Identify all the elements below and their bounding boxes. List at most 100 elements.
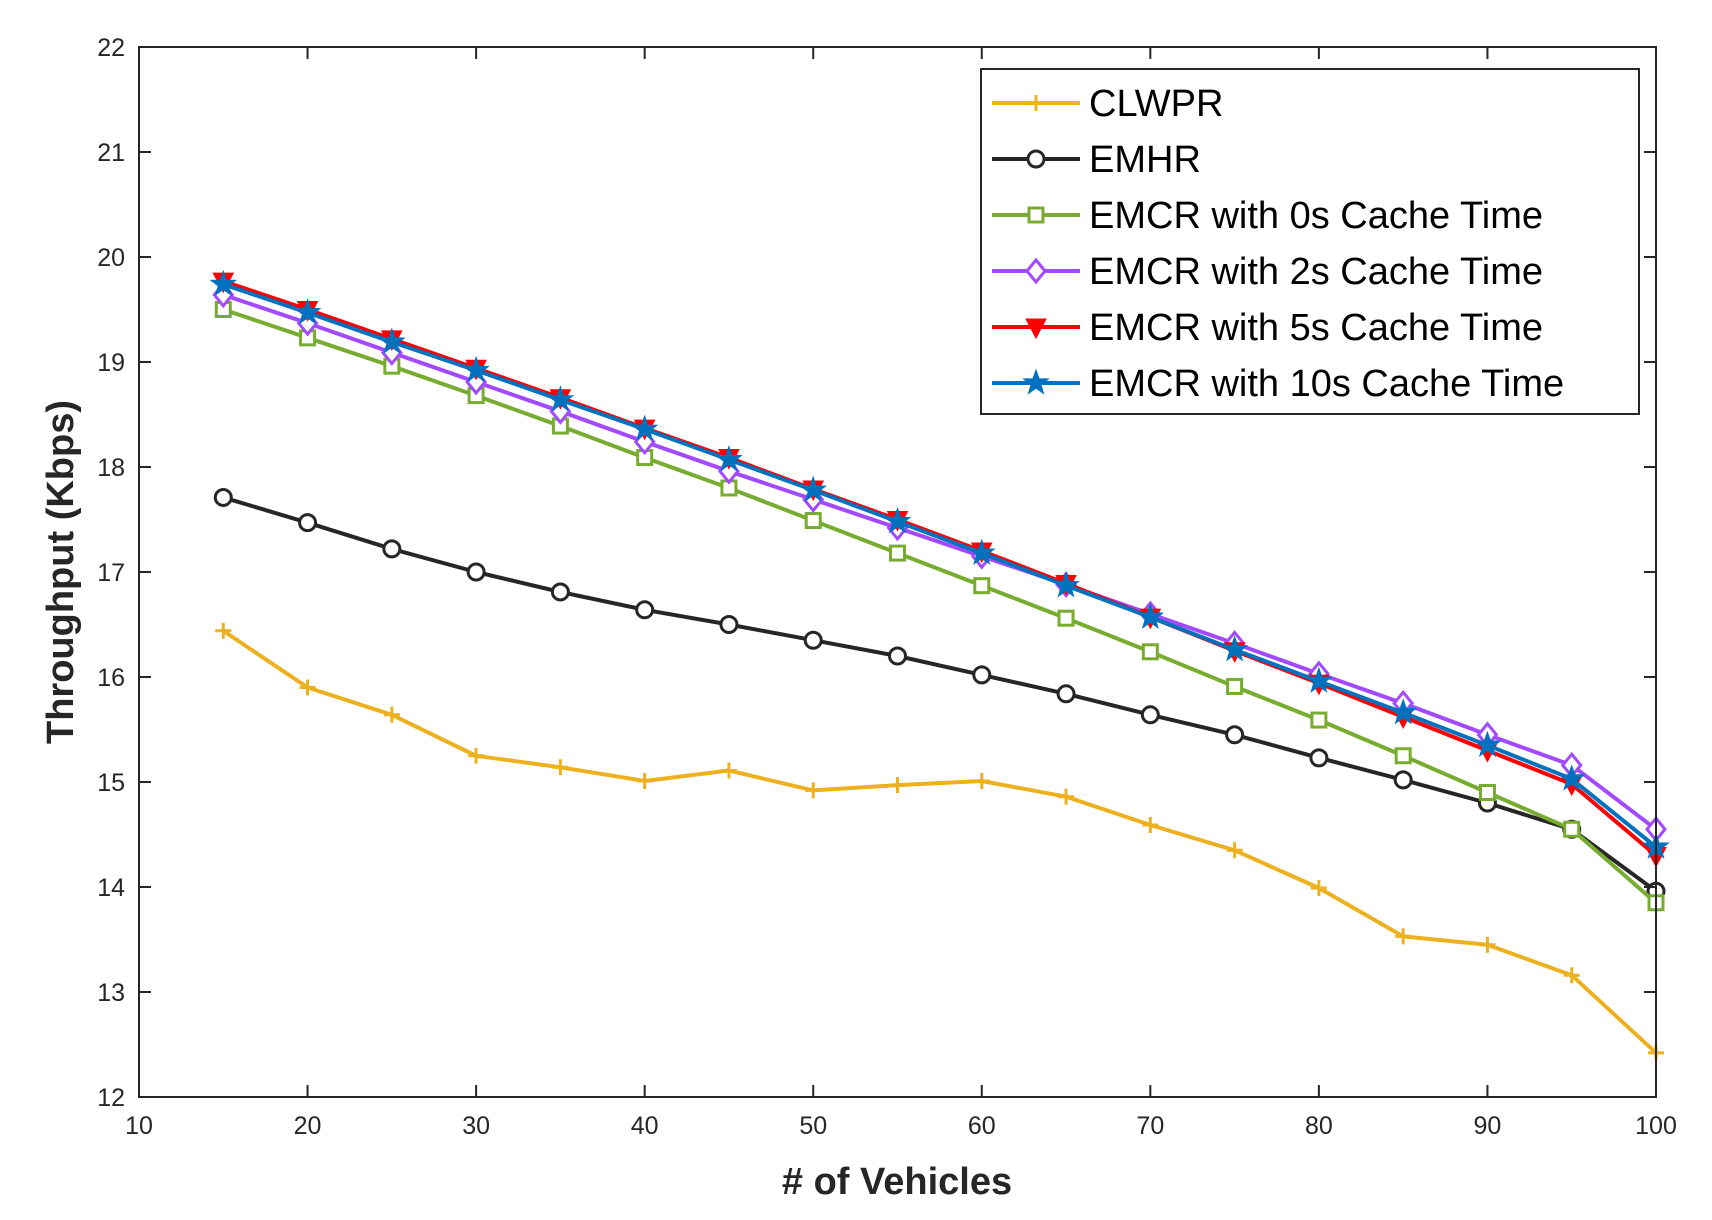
data-point-circle — [298, 513, 318, 533]
data-point-circle — [803, 630, 823, 650]
data-point-square — [1141, 643, 1159, 661]
data-point-star — [1220, 635, 1249, 662]
data-point-square — [973, 577, 991, 595]
legend-entry: CLWPR — [992, 83, 1223, 125]
data-point-plus — [636, 772, 653, 789]
data-point-circle — [382, 539, 402, 559]
legend-label: EMCR with 0s Cache Time — [1089, 195, 1543, 237]
data-point-plus — [383, 706, 400, 723]
data-point-star — [799, 475, 828, 502]
data-point-circle — [1056, 684, 1076, 704]
data-point-star — [293, 298, 322, 325]
data-point-star — [1136, 602, 1165, 629]
legend-entry: EMCR with 10s Cache Time — [992, 363, 1564, 405]
data-point-plus — [805, 782, 822, 799]
y-tick-label: 13 — [97, 979, 125, 1007]
data-point-plus — [215, 622, 232, 639]
data-point-circle — [1225, 725, 1245, 745]
data-point-square — [1394, 747, 1412, 765]
data-point-plus — [1142, 817, 1159, 834]
y-axis-label: Throughput (Kbps) — [40, 400, 82, 744]
x-tick-label: 80 — [1305, 1112, 1333, 1140]
data-point-square — [1478, 784, 1496, 801]
legend-label: CLWPR — [1089, 83, 1223, 125]
data-point-plus — [1479, 936, 1496, 953]
data-point-plus — [1395, 928, 1412, 945]
data-point-star — [1473, 730, 1502, 758]
data-point-square — [1057, 609, 1075, 627]
x-tick-label: 10 — [125, 1112, 153, 1140]
data-point-circle — [1393, 770, 1413, 790]
data-point-circle — [466, 562, 486, 582]
data-point-star — [209, 269, 238, 297]
x-tick-label: 30 — [462, 1112, 490, 1140]
data-point-circle — [719, 615, 739, 634]
legend-label: EMHR — [1089, 139, 1201, 181]
legend-box — [980, 68, 1640, 415]
series-layer — [209, 269, 1670, 1061]
legend-entry: EMCR with 2s Cache Time — [992, 251, 1543, 293]
data-point-triangle-down — [1025, 318, 1047, 340]
data-point-star — [1305, 666, 1333, 693]
y-tick-label: 18 — [97, 454, 125, 482]
data-point-plus — [1028, 95, 1044, 111]
x-tick-label: 90 — [1474, 1112, 1502, 1140]
legend-entry: EMHR — [992, 139, 1201, 181]
data-point-plus — [468, 747, 485, 764]
series-line — [222, 629, 1658, 1055]
data-point-square — [1563, 820, 1581, 838]
data-point-plus — [1226, 842, 1243, 859]
data-point-square — [1226, 677, 1244, 695]
series-line — [222, 292, 1658, 831]
y-tick-label: 16 — [97, 664, 125, 692]
data-point-diamond — [1025, 257, 1047, 285]
data-point-circle — [635, 600, 655, 620]
data-point-plus — [720, 762, 737, 779]
legend: CLWPR EMHR EMCR with 0s Cache Time EMCR wit… — [980, 68, 1640, 415]
data-point-star — [1052, 571, 1080, 598]
data-point-square — [804, 512, 822, 530]
legend-label: EMCR with 5s Cache Time — [1089, 307, 1543, 349]
data-point-plus — [889, 777, 906, 794]
data-point-plus — [299, 679, 316, 696]
y-tick-label: 17 — [97, 559, 125, 587]
x-tick-label: 60 — [968, 1112, 996, 1140]
x-axis-label: # of Vehicles — [782, 1161, 1012, 1203]
data-point-star — [1389, 698, 1417, 725]
series-2 — [214, 301, 1665, 912]
x-tick-label: 20 — [294, 1112, 322, 1140]
axis-ticks: 10 20 30 40 50 60 70 80 90 100 12 13 14 15 16 17 18 19 20 2… — [97, 34, 1677, 1140]
data-point-circle — [1309, 748, 1329, 768]
data-point-star — [462, 355, 490, 383]
y-tick-label: 14 — [97, 874, 125, 902]
legend-entry: EMCR with 5s Cache Time — [992, 307, 1543, 349]
series-0 — [215, 622, 1664, 1061]
data-point-plus — [1058, 788, 1075, 805]
data-point-star — [883, 507, 912, 534]
data-point-circle — [213, 487, 233, 507]
series-line — [222, 282, 1658, 849]
data-point-plus — [973, 772, 990, 789]
x-tick-label: 50 — [799, 1112, 827, 1140]
x-tick-label: 70 — [1136, 1112, 1164, 1140]
data-point-plus — [1310, 880, 1327, 897]
y-tick-label: 21 — [97, 139, 125, 167]
data-point-plus — [1563, 967, 1580, 984]
data-point-circle — [972, 665, 992, 685]
data-point-circle — [550, 582, 570, 602]
data-point-star — [967, 538, 996, 565]
y-tick-label: 20 — [97, 244, 125, 272]
data-point-star — [1022, 368, 1050, 395]
data-point-star — [630, 414, 659, 441]
legend-label: EMCR with 10s Cache Time — [1089, 363, 1564, 405]
x-tick-label: 40 — [631, 1112, 659, 1140]
data-point-circle — [1140, 705, 1160, 725]
data-point-star — [546, 385, 575, 412]
data-point-star — [1557, 764, 1586, 791]
data-point-square — [1027, 206, 1045, 224]
y-tick-label: 19 — [97, 349, 125, 377]
data-point-circle — [888, 646, 907, 666]
series-line — [222, 495, 1658, 893]
data-point-star — [715, 445, 743, 472]
legend-entry: EMCR with 0s Cache Time — [992, 195, 1543, 237]
